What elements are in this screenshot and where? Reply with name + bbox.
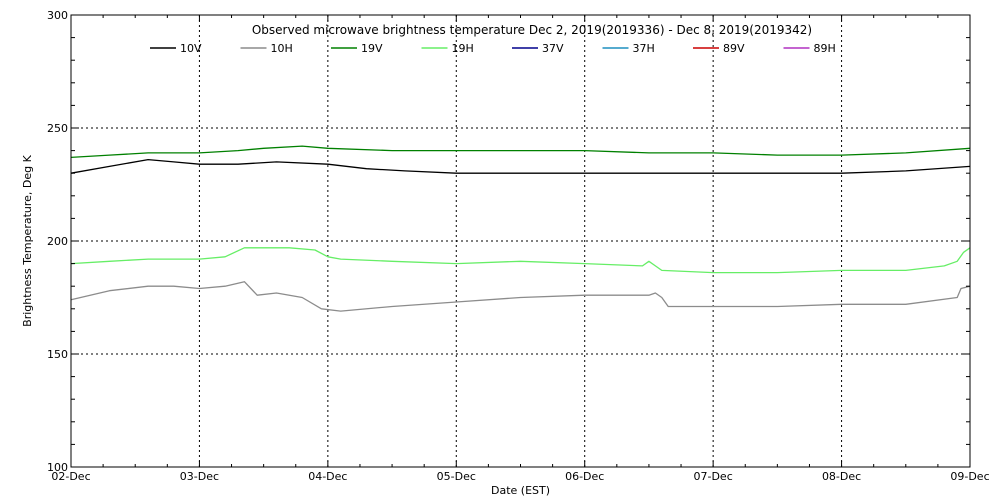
chart-title: Observed microwave brightness temperatur… — [252, 23, 812, 37]
grid-lines — [71, 15, 970, 467]
x-tick-label: 05-Dec — [437, 470, 476, 483]
x-tick-label: 02-Dec — [51, 470, 90, 483]
legend-label-19h: 19H — [452, 42, 474, 55]
series-line-10h — [70, 281, 971, 312]
y-axis-label: Brightness Temperature, Deg K — [21, 154, 34, 326]
axis-ticks: 02-Dec 03-Dec 04-Dec 05-Dec 06-Dec 07-Dec 08-D… — [47, 9, 990, 483]
x-tick-label: 09-Dec — [950, 470, 989, 483]
series-line-19v — [70, 145, 971, 159]
legend-label-10h: 10H — [271, 42, 293, 55]
series-lines — [70, 145, 971, 312]
legend: 10V 10H 19V 19H 37V 37H 89V 89H — [150, 42, 836, 55]
series-line-10v — [70, 158, 971, 174]
x-tick-label: 07-Dec — [694, 470, 733, 483]
legend-label-37v: 37V — [542, 42, 564, 55]
y-tick-label: 250 — [47, 122, 68, 135]
legend-label-89v: 89V — [723, 42, 745, 55]
legend-label-10v: 10V — [180, 42, 202, 55]
legend-label-37h: 37H — [633, 42, 655, 55]
series-line-19h — [70, 247, 971, 274]
y-tick-label: 200 — [47, 235, 68, 248]
x-tick-label: 04-Dec — [308, 470, 347, 483]
y-tick-label: 300 — [47, 9, 68, 22]
legend-label-19v: 19V — [361, 42, 383, 55]
x-tick-label: 03-Dec — [180, 470, 219, 483]
x-tick-label: 06-Dec — [565, 470, 604, 483]
legend-label-89h: 89H — [814, 42, 836, 55]
y-tick-label: 100 — [47, 461, 68, 474]
plot-frame — [70, 14, 971, 468]
x-tick-label: 08-Dec — [822, 470, 861, 483]
y-tick-label: 150 — [47, 348, 68, 361]
x-axis-label: Date (EST) — [491, 484, 550, 497]
